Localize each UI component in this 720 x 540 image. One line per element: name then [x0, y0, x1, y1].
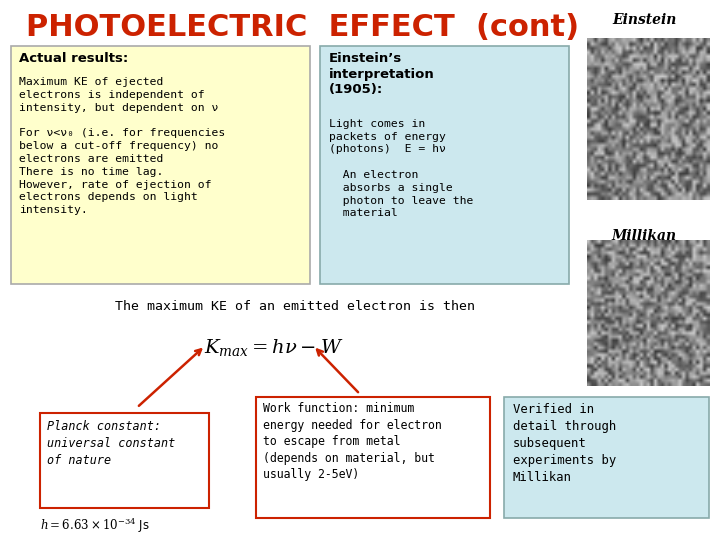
Text: The maximum KE of an emitted electron is then: The maximum KE of an emitted electron is…: [115, 300, 475, 313]
Bar: [11, 46, 310, 284]
Text: Work function: minimum
energy needed for electron
to escape from metal
(depends : Work function: minimum energy needed for…: [263, 402, 441, 481]
Text: $h = 6.63 \times 10^{-34}$ Js: $h = 6.63 \times 10^{-34}$ Js: [40, 516, 150, 535]
Text: Planck constant:
universal constant
of nature: Planck constant: universal constant of n…: [47, 420, 175, 467]
Text: $K_{max} = h\nu - W$: $K_{max} = h\nu - W$: [204, 338, 343, 359]
Text: Verified in
detail through
subsequent
experiments by
Millikan: Verified in detail through subsequent ex…: [513, 403, 616, 484]
Bar: [504, 397, 709, 518]
Text: Light comes in
packets of energy
(photons)  E = hν

  An electron
  absorbs a si: Light comes in packets of energy (photon…: [329, 119, 474, 218]
Text: Maximum KE of ejected
electrons is independent of
intensity, but dependent on ν
: Maximum KE of ejected electrons is indep…: [19, 77, 225, 215]
Bar: [40, 413, 209, 508]
Bar: [320, 46, 569, 284]
Text: Millikan: Millikan: [612, 230, 677, 244]
Text: Einstein’s
interpretation
(1905):: Einstein’s interpretation (1905):: [329, 52, 435, 96]
Text: PHOTOELECTRIC  EFFECT  (cont): PHOTOELECTRIC EFFECT (cont): [26, 14, 579, 43]
Text: Einstein: Einstein: [612, 14, 677, 28]
Text: Actual results:: Actual results:: [19, 52, 129, 65]
Bar: [256, 397, 490, 518]
